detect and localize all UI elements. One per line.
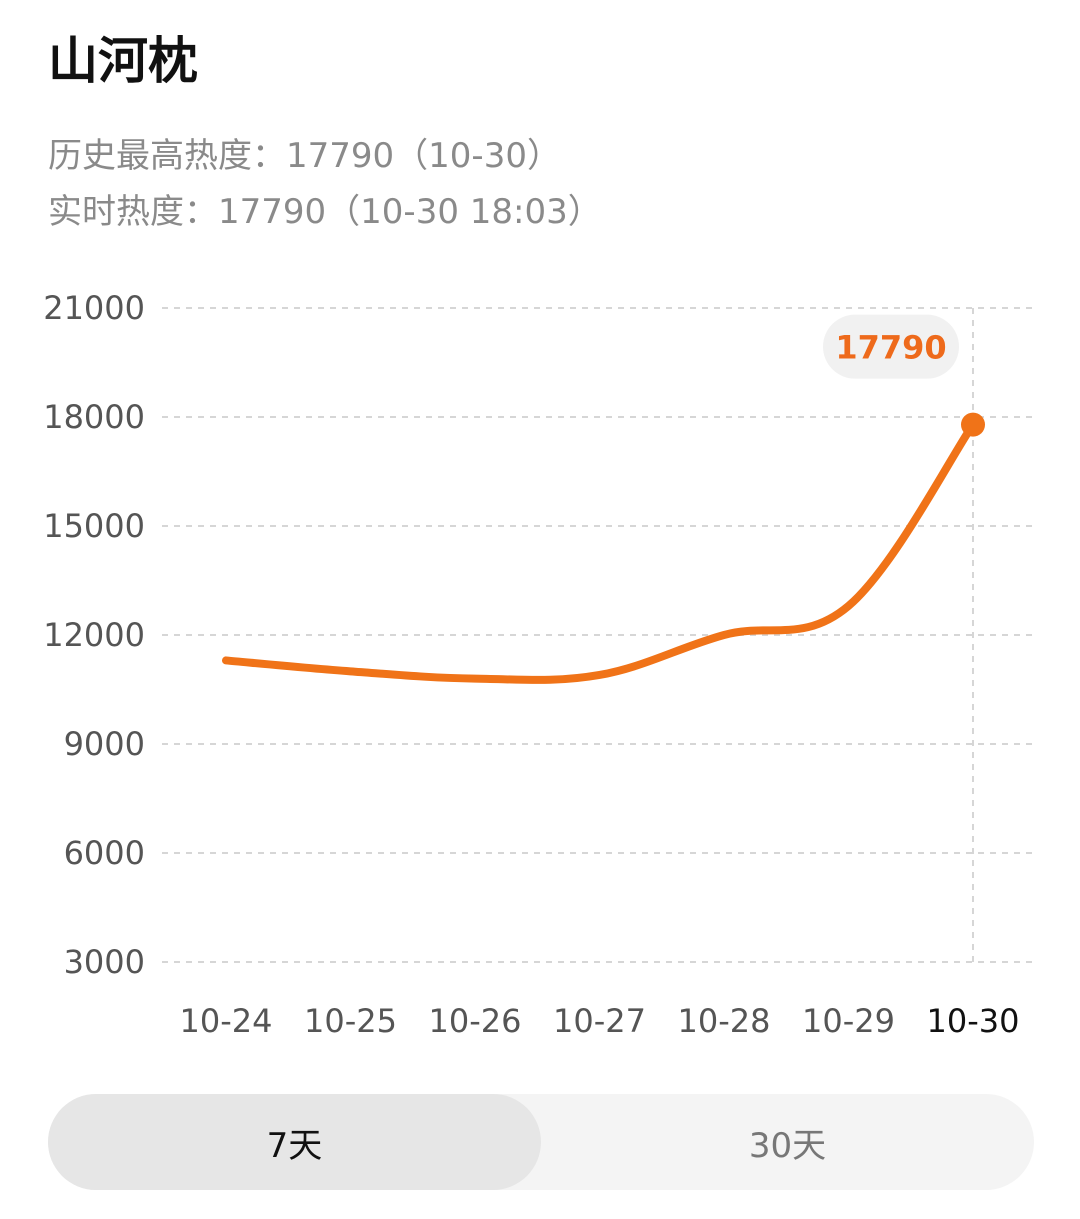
y-tick-label: 15000 [43,507,145,545]
peak-point[interactable] [961,412,985,437]
peak-value-label: 17790 [835,329,946,367]
x-tick-label: 10-30 [927,1002,1020,1040]
page-title: 山河枕 [48,32,198,90]
y-tick-label: 6000 [64,834,145,872]
x-tick-label: 10-25 [304,1002,397,1040]
tab-7-days[interactable]: 7天 [48,1094,541,1190]
y-axis-ticks: 21000 18000 15000 12000 9000 6000 3000 [43,289,145,981]
grid-lines [162,307,1032,963]
x-tick-label: 10-26 [429,1002,522,1040]
x-tick-label: 10-29 [802,1002,895,1040]
x-tick-label: 10-27 [553,1002,646,1040]
realtime-heat-text: 实时热度：17790（10-30 18:03） [48,192,602,232]
tab-30-days[interactable]: 30天 [748,1125,827,1166]
y-tick-label: 18000 [43,398,145,436]
peak-heat-text: 历史最高热度：17790（10-30） [48,136,561,176]
y-tick-label: 12000 [43,616,145,654]
series-line-group [222,412,985,684]
x-axis-ticks: 10-24 10-25 10-26 10-27 10-28 10-29 10-30 [180,1002,1020,1040]
peak-annotation: 17790 [823,314,959,379]
x-tick-label: 10-24 [180,1002,273,1040]
series-line [222,420,977,684]
y-tick-label: 9000 [64,725,145,763]
y-tick-label: 21000 [43,289,145,327]
peak-value-bubble [823,314,959,379]
y-tick-label: 3000 [64,943,145,981]
x-tick-label: 10-28 [678,1002,771,1040]
range-switch: 7天 30天 [48,1094,1034,1190]
